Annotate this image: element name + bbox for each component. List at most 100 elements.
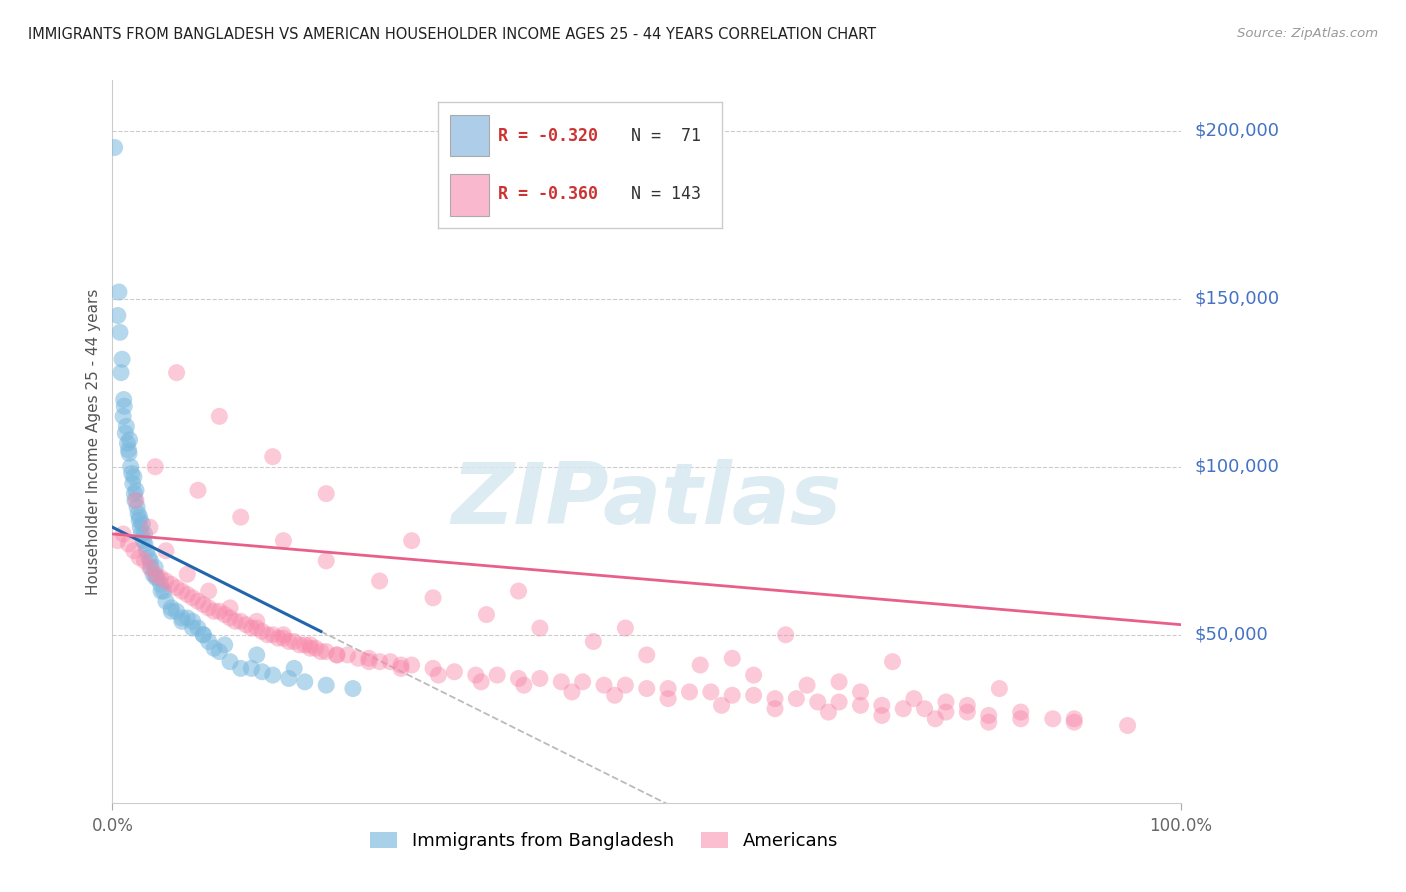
- Point: [176, 587, 198, 601]
- Point: [181, 615, 204, 629]
- Point: [125, 483, 148, 498]
- Point: [129, 520, 152, 534]
- Point: [368, 574, 391, 588]
- Point: [181, 621, 204, 635]
- Point: [914, 702, 936, 716]
- Point: [240, 621, 263, 635]
- Point: [128, 514, 150, 528]
- Point: [208, 644, 231, 658]
- Point: [1063, 712, 1085, 726]
- Point: [134, 554, 156, 568]
- Point: [636, 648, 658, 662]
- Point: [1010, 705, 1032, 719]
- Point: [870, 708, 893, 723]
- Point: [160, 577, 183, 591]
- Point: [229, 510, 252, 524]
- Point: [475, 607, 498, 622]
- Point: [380, 655, 402, 669]
- Point: [775, 628, 797, 642]
- Point: [117, 442, 139, 457]
- Point: [104, 140, 127, 154]
- Point: [977, 708, 1000, 723]
- Point: [294, 674, 316, 689]
- Point: [427, 668, 450, 682]
- Point: [828, 674, 851, 689]
- Point: [193, 628, 215, 642]
- Point: [143, 560, 166, 574]
- Point: [111, 352, 134, 367]
- Point: [246, 615, 269, 629]
- Point: [299, 638, 322, 652]
- Point: [304, 641, 326, 656]
- Point: [121, 476, 143, 491]
- Point: [935, 695, 957, 709]
- Point: [246, 648, 269, 662]
- Point: [273, 628, 295, 642]
- Point: [710, 698, 733, 713]
- Point: [208, 604, 231, 618]
- Point: [267, 631, 290, 645]
- Point: [117, 436, 139, 450]
- Point: [763, 702, 786, 716]
- Point: [508, 584, 530, 599]
- Point: [508, 672, 530, 686]
- Point: [219, 600, 242, 615]
- Point: [924, 712, 946, 726]
- Point: [107, 533, 129, 548]
- Point: [315, 644, 337, 658]
- Point: [193, 628, 215, 642]
- Point: [443, 665, 465, 679]
- Point: [689, 658, 711, 673]
- Point: [636, 681, 658, 696]
- Point: [139, 560, 162, 574]
- Text: $200,000: $200,000: [1195, 121, 1279, 140]
- Point: [121, 467, 143, 481]
- Point: [582, 634, 605, 648]
- Point: [193, 598, 215, 612]
- Text: Source: ZipAtlas.com: Source: ZipAtlas.com: [1237, 27, 1378, 40]
- Text: $50,000: $50,000: [1195, 626, 1268, 644]
- Point: [561, 685, 583, 699]
- Point: [139, 520, 162, 534]
- Point: [357, 651, 380, 665]
- Point: [882, 655, 904, 669]
- Point: [117, 537, 139, 551]
- Point: [849, 698, 872, 713]
- Point: [347, 651, 370, 665]
- Point: [721, 688, 744, 702]
- Point: [145, 571, 167, 585]
- Point: [170, 615, 193, 629]
- Point: [368, 655, 391, 669]
- Point: [115, 419, 138, 434]
- Point: [122, 470, 145, 484]
- Point: [166, 366, 188, 380]
- Point: [125, 493, 148, 508]
- Point: [742, 668, 765, 682]
- Point: [197, 600, 219, 615]
- Point: [422, 591, 444, 605]
- Point: [208, 409, 231, 424]
- Point: [240, 661, 263, 675]
- Point: [131, 527, 153, 541]
- Point: [956, 698, 979, 713]
- Point: [214, 607, 236, 622]
- Point: [170, 584, 193, 599]
- Point: [903, 691, 925, 706]
- Point: [107, 309, 129, 323]
- Point: [389, 661, 412, 675]
- Point: [1010, 712, 1032, 726]
- Point: [160, 600, 183, 615]
- Point: [139, 554, 162, 568]
- Point: [166, 604, 188, 618]
- Point: [389, 658, 412, 673]
- Point: [170, 611, 193, 625]
- Point: [108, 285, 131, 299]
- Point: [142, 567, 165, 582]
- Point: [326, 648, 349, 662]
- Point: [132, 533, 155, 548]
- Point: [357, 655, 380, 669]
- Point: [763, 691, 786, 706]
- Y-axis label: Householder Income Ages 25 - 44 years: Householder Income Ages 25 - 44 years: [86, 288, 101, 595]
- Point: [326, 648, 349, 662]
- Point: [315, 678, 337, 692]
